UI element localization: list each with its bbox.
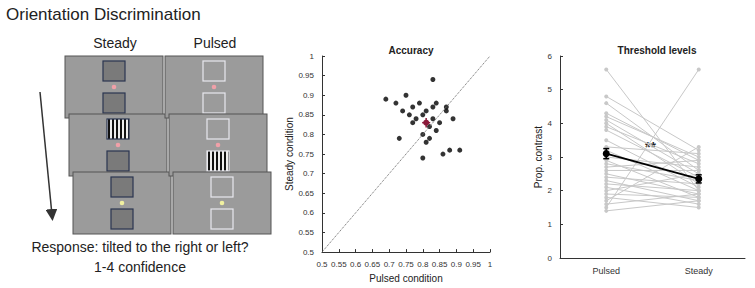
svg-text:5: 5 bbox=[548, 85, 553, 94]
svg-text:Threshold levels: Threshold levels bbox=[618, 45, 697, 56]
svg-text:0.95: 0.95 bbox=[298, 71, 314, 80]
svg-text:Steady: Steady bbox=[93, 35, 137, 51]
svg-text:0.7: 0.7 bbox=[303, 169, 315, 178]
svg-text:Pulsed: Pulsed bbox=[194, 35, 237, 51]
svg-text:0.55: 0.55 bbox=[331, 260, 347, 269]
svg-text:Prop. contrast: Prop. contrast bbox=[533, 126, 544, 188]
svg-text:0.65: 0.65 bbox=[365, 260, 381, 269]
svg-text:1: 1 bbox=[548, 220, 553, 229]
svg-text:0.9: 0.9 bbox=[303, 91, 315, 100]
svg-text:0.6: 0.6 bbox=[303, 208, 315, 217]
svg-text:2: 2 bbox=[548, 186, 553, 195]
svg-text:Steady condition: Steady condition bbox=[284, 117, 295, 191]
svg-text:Pulsed: Pulsed bbox=[592, 266, 620, 276]
svg-text:0.75: 0.75 bbox=[298, 150, 314, 159]
svg-text:1-4 confidence: 1-4 confidence bbox=[94, 259, 186, 275]
svg-text:1: 1 bbox=[488, 260, 493, 269]
svg-text:0.65: 0.65 bbox=[298, 189, 314, 198]
svg-text:0.8: 0.8 bbox=[303, 130, 315, 139]
svg-text:0.7: 0.7 bbox=[384, 260, 396, 269]
svg-text:1: 1 bbox=[310, 52, 315, 61]
svg-text:0.8: 0.8 bbox=[417, 260, 429, 269]
svg-text:0.55: 0.55 bbox=[298, 228, 314, 237]
svg-text:3: 3 bbox=[548, 153, 553, 162]
svg-text:Accuracy: Accuracy bbox=[388, 45, 433, 56]
svg-text:0.6: 0.6 bbox=[350, 260, 362, 269]
svg-text:0.5: 0.5 bbox=[316, 260, 328, 269]
svg-text:0.75: 0.75 bbox=[398, 260, 414, 269]
svg-text:0.5: 0.5 bbox=[303, 248, 315, 257]
svg-text:0: 0 bbox=[548, 254, 553, 263]
svg-text:Steady: Steady bbox=[685, 266, 714, 276]
svg-text:0.85: 0.85 bbox=[298, 110, 314, 119]
svg-text:4: 4 bbox=[548, 119, 553, 128]
svg-text:0.95: 0.95 bbox=[465, 260, 481, 269]
svg-text:Pulsed condition: Pulsed condition bbox=[369, 273, 442, 284]
svg-text:Response: tilted to the right: Response: tilted to the right or left? bbox=[31, 239, 248, 255]
svg-text:0.9: 0.9 bbox=[451, 260, 463, 269]
svg-text:Orientation Discrimination: Orientation Discrimination bbox=[6, 5, 201, 24]
svg-text:0.85: 0.85 bbox=[432, 260, 448, 269]
svg-text:6: 6 bbox=[548, 52, 553, 61]
